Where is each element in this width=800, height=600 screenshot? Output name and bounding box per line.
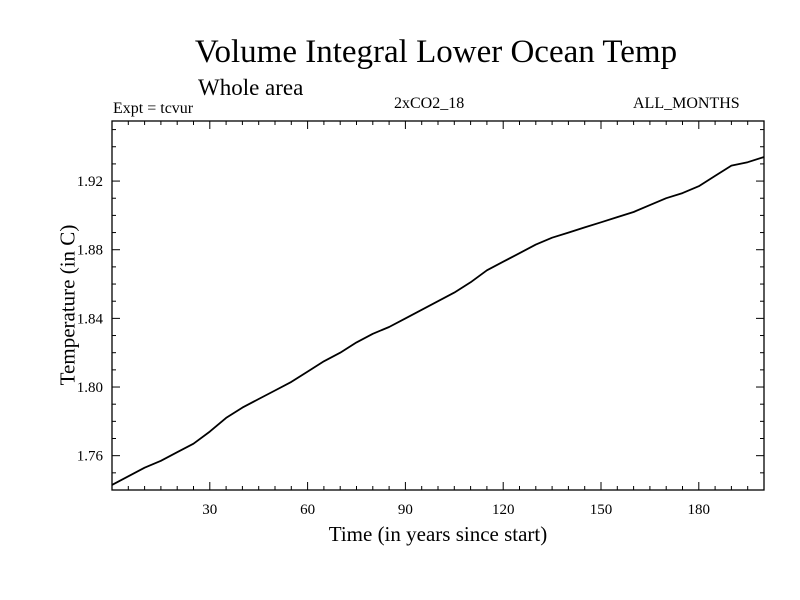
x-axis-label: Time (in years since start)	[328, 522, 548, 546]
series-line	[111, 156, 765, 486]
x-tick-label: 150	[590, 502, 613, 518]
plot-frame	[111, 120, 765, 491]
x-tick-label: 120	[492, 502, 515, 518]
y-axis-label: Temperature (in C)	[55, 224, 80, 386]
y-tick-label: 1.84	[77, 311, 104, 327]
y-tick-label: 1.88	[77, 243, 103, 259]
y-tick-label: 1.76	[77, 449, 104, 465]
x-tick-label: 90	[398, 502, 413, 518]
chart-subtitle: Whole area	[198, 75, 304, 100]
chart-title: Volume Integral Lower Ocean Temp	[194, 34, 678, 70]
scenario-label: 2xCO2_18	[394, 95, 465, 112]
months-label: ALL_MONTHS	[633, 95, 740, 112]
y-tick-label: 1.92	[77, 174, 103, 190]
x-tick-label: 180	[688, 502, 711, 518]
x-tick-label: 60	[300, 502, 315, 518]
x-tick-label: 30	[202, 502, 217, 518]
y-tick-label: 1.80	[77, 380, 103, 396]
experiment-label: Expt = tcvur	[113, 100, 194, 117]
